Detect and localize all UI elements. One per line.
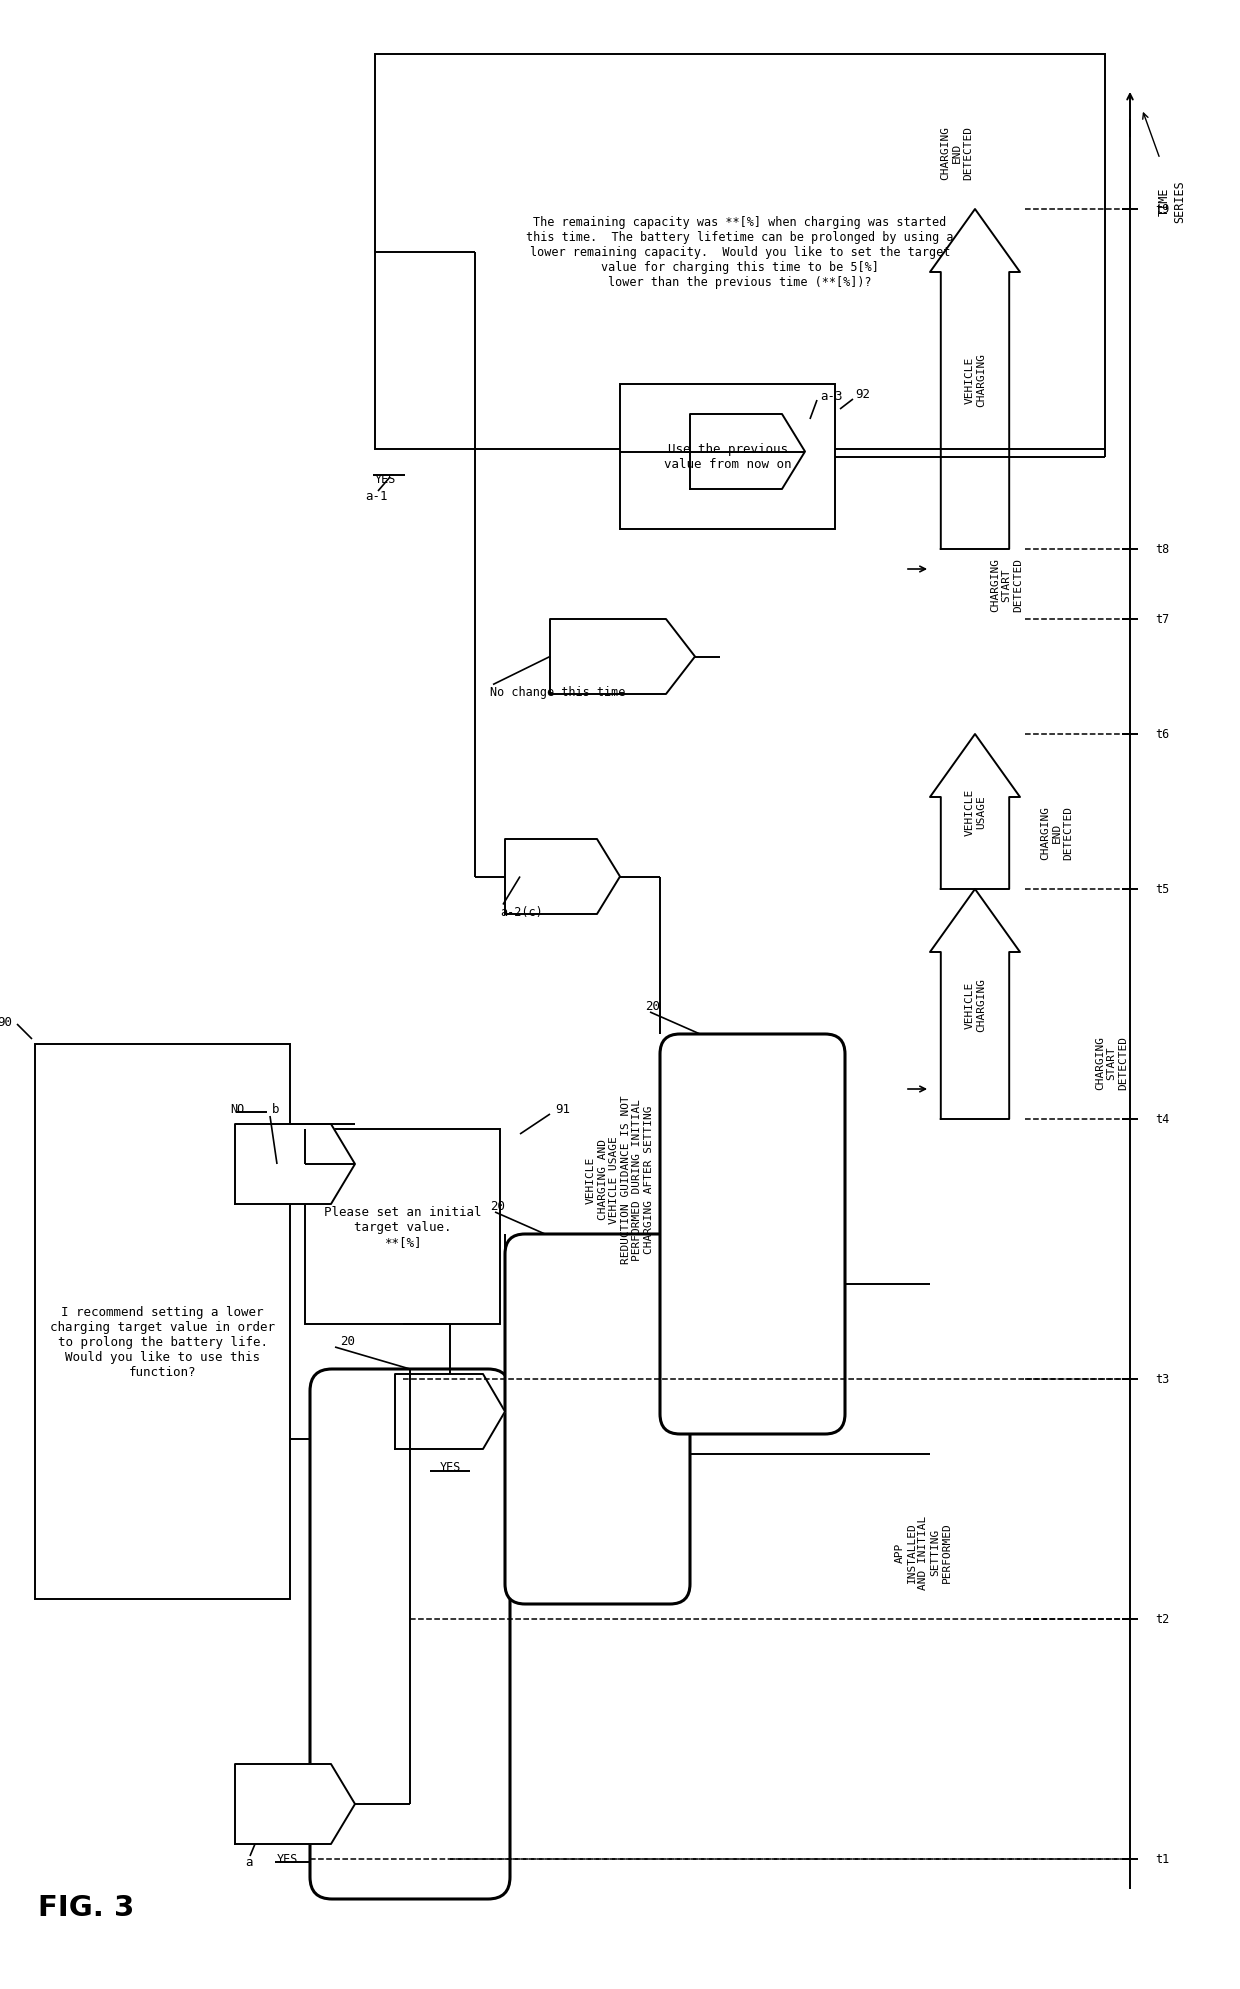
FancyBboxPatch shape bbox=[310, 1368, 510, 1899]
Text: 92: 92 bbox=[856, 388, 870, 402]
Text: 20: 20 bbox=[340, 1335, 355, 1349]
Text: a-2(c): a-2(c) bbox=[500, 905, 543, 919]
Text: YES: YES bbox=[439, 1460, 461, 1474]
Text: I recommend setting a lower
charging target value in order
to prolong the batter: I recommend setting a lower charging tar… bbox=[50, 1305, 275, 1378]
Polygon shape bbox=[236, 1764, 355, 1844]
Text: a: a bbox=[246, 1856, 253, 1868]
Bar bbox=[620, 384, 835, 529]
Text: 20: 20 bbox=[490, 1199, 505, 1213]
Text: APP
INSTALLED
AND INITIAL
SETTING
PERFORMED: APP INSTALLED AND INITIAL SETTING PERFOR… bbox=[895, 1516, 951, 1589]
Text: t9: t9 bbox=[1154, 203, 1169, 217]
Text: t3: t3 bbox=[1154, 1372, 1169, 1386]
Text: 90: 90 bbox=[0, 1016, 12, 1028]
Bar bbox=[305, 1130, 500, 1325]
Polygon shape bbox=[689, 416, 805, 489]
Bar bbox=[374, 56, 1105, 450]
Text: 91: 91 bbox=[556, 1104, 570, 1116]
Text: t7: t7 bbox=[1154, 613, 1169, 627]
Text: The remaining capacity was **[%] when charging was started
this time.  The batte: The remaining capacity was **[%] when ch… bbox=[526, 217, 954, 288]
Bar bbox=[35, 1044, 290, 1599]
Text: Please set an initial
target value.
**[%]: Please set an initial target value. **[%… bbox=[324, 1205, 481, 1249]
Text: CHARGING
END
DETECTED: CHARGING END DETECTED bbox=[940, 125, 973, 179]
Text: No change this time: No change this time bbox=[490, 686, 625, 698]
Polygon shape bbox=[396, 1374, 505, 1450]
Text: NO: NO bbox=[229, 1104, 244, 1116]
Text: t5: t5 bbox=[1154, 883, 1169, 897]
Polygon shape bbox=[551, 621, 694, 694]
Text: CHARGING
START
DETECTED: CHARGING START DETECTED bbox=[990, 559, 1023, 613]
Text: t1: t1 bbox=[1154, 1852, 1169, 1866]
Text: t2: t2 bbox=[1154, 1613, 1169, 1625]
FancyBboxPatch shape bbox=[505, 1235, 689, 1605]
Text: TIME
SERIES: TIME SERIES bbox=[1158, 179, 1185, 223]
Text: a-1: a-1 bbox=[365, 489, 387, 503]
Text: b: b bbox=[272, 1104, 279, 1116]
Text: VEHICLE
USAGE: VEHICLE USAGE bbox=[965, 788, 986, 835]
Text: t8: t8 bbox=[1154, 543, 1169, 557]
Text: t6: t6 bbox=[1154, 728, 1169, 742]
Text: t4: t4 bbox=[1154, 1114, 1169, 1126]
Text: 20: 20 bbox=[645, 1000, 660, 1012]
Text: a-3: a-3 bbox=[820, 390, 842, 404]
Text: VEHICLE
CHARGING: VEHICLE CHARGING bbox=[965, 977, 986, 1032]
Text: CHARGING
START
DETECTED: CHARGING START DETECTED bbox=[1095, 1036, 1128, 1090]
Polygon shape bbox=[236, 1124, 355, 1205]
Text: YES: YES bbox=[374, 473, 397, 485]
Text: YES: YES bbox=[277, 1852, 299, 1866]
Polygon shape bbox=[930, 211, 1021, 549]
Polygon shape bbox=[930, 889, 1021, 1120]
Text: FIG. 3: FIG. 3 bbox=[38, 1894, 134, 1921]
Text: VEHICLE
CHARGING AND
VEHICLE USAGE
REDUCTION GUIDANCE IS NOT
PERFORMED DURING IN: VEHICLE CHARGING AND VEHICLE USAGE REDUC… bbox=[587, 1096, 653, 1263]
FancyBboxPatch shape bbox=[660, 1034, 844, 1434]
Polygon shape bbox=[930, 734, 1021, 889]
Text: CHARGING
END
DETECTED: CHARGING END DETECTED bbox=[1040, 806, 1073, 859]
Text: Use the previous
value from now on: Use the previous value from now on bbox=[663, 444, 791, 471]
Text: VEHICLE
CHARGING: VEHICLE CHARGING bbox=[965, 352, 986, 408]
Polygon shape bbox=[505, 839, 620, 915]
